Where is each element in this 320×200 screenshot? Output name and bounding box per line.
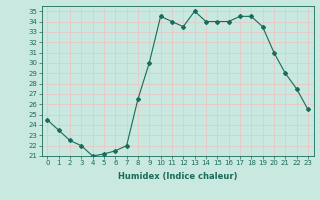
X-axis label: Humidex (Indice chaleur): Humidex (Indice chaleur) (118, 172, 237, 181)
